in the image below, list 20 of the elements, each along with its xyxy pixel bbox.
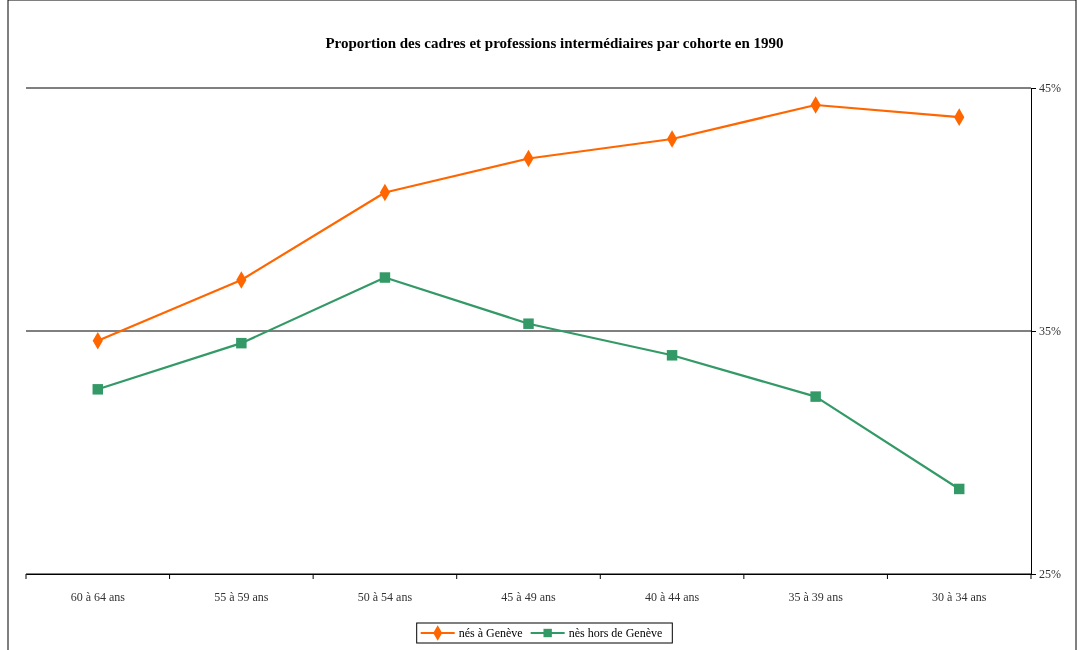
y-tick-label: 45% (1039, 81, 1061, 96)
legend-label: nés à Genève (458, 626, 523, 640)
point (523, 318, 534, 329)
y-tick-label: 35% (1039, 324, 1061, 339)
x-tick-label: 50 à 54 ans (357, 589, 413, 604)
x-tick-label: 55 à 59 ans (214, 589, 269, 604)
legend-label: nès hors de Genève (568, 626, 663, 640)
point (810, 391, 821, 402)
point (379, 272, 391, 283)
point (666, 350, 678, 361)
x-tick-label: 45 à 49 ans (501, 589, 556, 604)
y-tick-label: 25% (1039, 567, 1061, 582)
x-tick-label: 60 à 64 ans (70, 589, 126, 604)
point (92, 384, 104, 395)
x-tick-label: 40 à 44 ans (644, 589, 700, 604)
point (236, 337, 247, 349)
x-tick-label: 30 à 34 ans (932, 589, 987, 604)
x-tick-label: 35 à 39 ans (788, 589, 844, 604)
chart-title: Proportion des cadres et professions intermédiaires par cohorte en 1990 (325, 35, 784, 51)
point (953, 483, 965, 495)
